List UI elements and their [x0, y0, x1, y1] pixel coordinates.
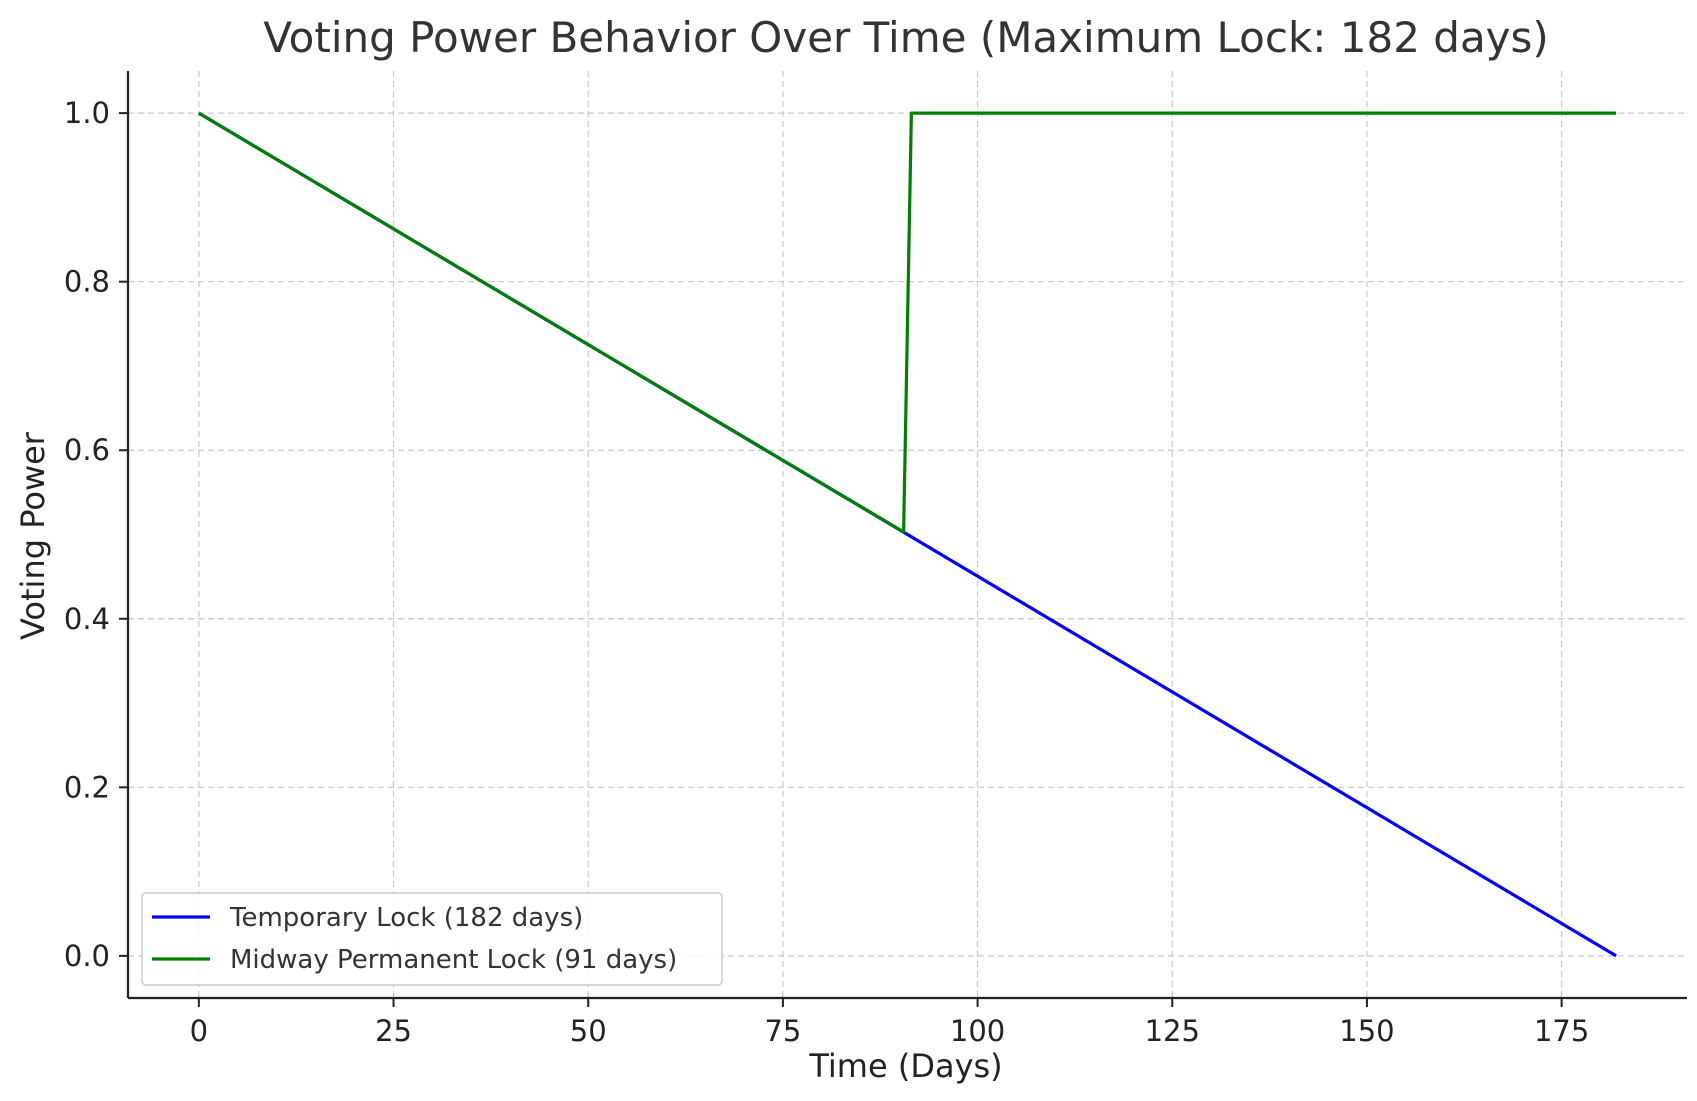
ticks-layer: 0 25 50 75 100 125 150 175 0.0 0.2 0.4 0.6 0.8 1.0 [64, 96, 1589, 1048]
y-tick-label-0: 0.0 [64, 939, 110, 973]
x-tick-label-1: 25 [375, 1014, 412, 1048]
legend-box [141, 892, 723, 986]
legend-label-1: Temporary Lock (182 days) [229, 903, 583, 933]
y-tick-label-1: 0.2 [64, 770, 110, 804]
series-layer [198, 111, 1617, 958]
x-tick-label-6: 150 [1339, 1014, 1394, 1048]
y-tick-label-4: 0.8 [64, 265, 110, 299]
x-tick-label-2: 50 [570, 1014, 607, 1048]
x-tick-label-3: 75 [764, 1014, 801, 1048]
x-tick-label-0: 0 [190, 1014, 208, 1048]
y-tick-label-5: 1.0 [64, 96, 110, 130]
y-tick-label-3: 0.6 [64, 433, 110, 467]
legend: Temporary Lock (182 days) Midway Permanen… [141, 892, 723, 986]
chart-title: Voting Power Behavior Over Time (Maximum… [263, 13, 1549, 62]
series-line-2 [198, 111, 1617, 534]
x-tick-label-5: 125 [1145, 1014, 1200, 1048]
y-axis-label: Voting Power [14, 431, 52, 640]
y-tick-label-2: 0.4 [64, 602, 110, 636]
grid-layer [128, 71, 1687, 998]
x-axis-label: Time (Days) [808, 1047, 1002, 1085]
legend-label-2: Midway Permanent Lock (91 days) [230, 945, 677, 975]
axes-layer [126, 71, 1687, 1000]
x-tick-label-7: 175 [1534, 1014, 1589, 1048]
x-tick-label-4: 100 [950, 1014, 1005, 1048]
